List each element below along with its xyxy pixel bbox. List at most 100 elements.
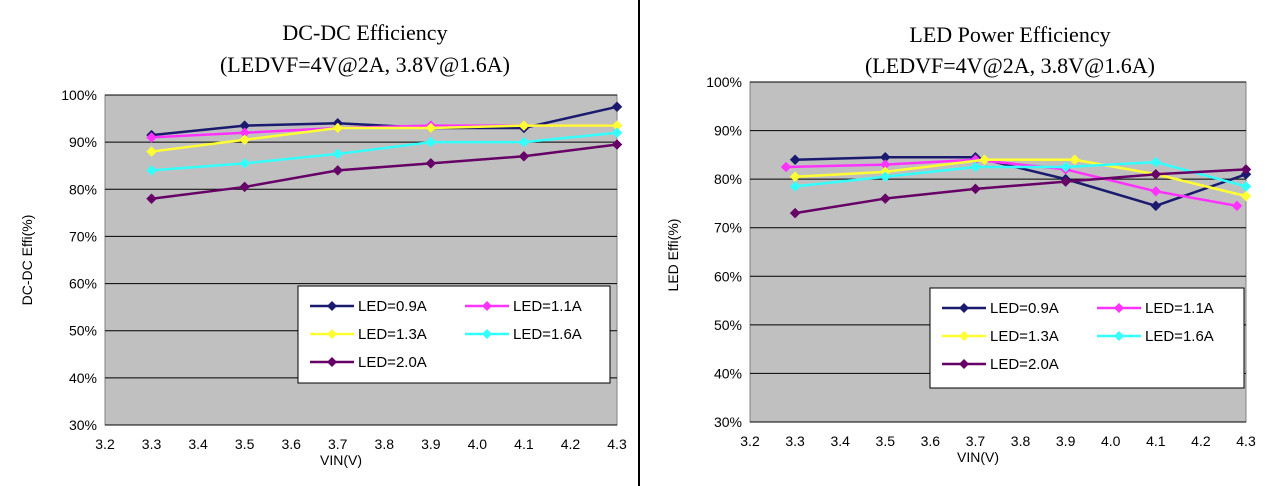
data-point [146, 193, 157, 205]
left-chart-panel: 30% 40% 50% 60% 70% 80% 90% 100% 3.2 3.3 3.4 3.5 3.6… [0, 0, 640, 486]
data-point [1231, 200, 1243, 212]
x-tick-label: 4.1 [514, 436, 534, 452]
x-tick-label: 4.2 [1191, 433, 1211, 449]
data-point [1150, 156, 1162, 168]
x-tick-label: 3.7 [966, 433, 986, 449]
data-point [611, 127, 623, 139]
y-tick-label: 90% [714, 123, 742, 139]
data-point [425, 122, 437, 134]
legend-entry: LED=1.6A [1145, 328, 1214, 345]
legend-swatch-marker [482, 301, 492, 311]
legend-swatch-marker [327, 357, 337, 367]
legend-entry: LED=1.1A [1145, 300, 1214, 317]
data-point [239, 158, 250, 169]
x-tick-label: 3.6 [921, 433, 941, 449]
data-point [611, 101, 623, 113]
series-line-led-2-0a [794, 168, 1247, 215]
data-point [970, 161, 981, 173]
y-tick-label: 100% [706, 74, 742, 90]
legend-swatch-marker [327, 329, 337, 339]
x-tick-label: 3.4 [830, 433, 850, 449]
x-tick-label: 4.0 [468, 436, 488, 452]
y-tick-label: 40% [714, 365, 742, 381]
data-point [1069, 154, 1081, 166]
legend-entry: LED=1.1A [513, 298, 582, 315]
series-line-led-1-3a [151, 124, 617, 153]
data-point [611, 139, 623, 150]
data-point [1060, 176, 1071, 187]
x-tick-label: 3.2 [740, 433, 760, 449]
data-point [879, 171, 891, 183]
y-tick-label: 70% [69, 228, 97, 244]
chart-subtitle: (LEDVF=4V@2A, 3.8V@1.6A) [865, 53, 1155, 78]
data-point [789, 154, 801, 166]
x-tick-label: 3.8 [1011, 433, 1031, 449]
series-line-led-1-1a [786, 158, 1238, 208]
x-tick-label: 3.7 [328, 436, 348, 452]
x-tick-label: 3.6 [281, 436, 301, 452]
y-tick-label: 80% [69, 181, 97, 197]
data-point [332, 122, 344, 134]
series-line-led-1-6a [794, 160, 1247, 188]
y-tick-label: 80% [714, 171, 742, 187]
data-point [970, 183, 981, 195]
x-tick-label: 3.9 [1056, 433, 1076, 449]
series-line-led-1-6a [151, 131, 618, 172]
legend-entry: LED=0.9A [358, 298, 427, 315]
x-axis-title: VIN(V) [320, 452, 362, 468]
data-point [518, 150, 530, 162]
y-tick-label: 50% [69, 323, 97, 339]
data-point [332, 165, 344, 176]
data-point [789, 207, 801, 219]
legend-swatch-marker [327, 301, 337, 311]
x-axis-title: VIN(V) [957, 449, 999, 465]
legend-box [929, 287, 1245, 389]
data-point [780, 161, 792, 173]
data-point [518, 120, 530, 131]
series-line-led-1-3a [795, 158, 1247, 198]
data-point [239, 181, 250, 193]
y-tick-label: 60% [714, 268, 742, 284]
y-tick-label: 100% [61, 87, 97, 103]
data-point [1240, 164, 1252, 175]
y-axis-title: LED Effi(%) [665, 219, 681, 292]
data-point [518, 136, 530, 148]
legend-swatch-marker [959, 331, 969, 341]
chart-title: LED Power Efficiency [909, 22, 1110, 47]
y-tick-label: 40% [69, 370, 97, 386]
data-point [979, 154, 990, 166]
x-tick-label: 3.9 [421, 436, 441, 452]
chart-title: DC-DC Efficiency [282, 20, 447, 45]
legend-entry: LED=1.3A [358, 326, 427, 343]
x-tick-label: 3.5 [235, 436, 255, 452]
y-tick-label: 30% [69, 417, 97, 433]
right-chart-panel: 30% 40% 50% 60% 70% 80% 90% 100% 3.2 3.3 3.4 3.5 3.6… [640, 0, 1282, 486]
x-tick-label: 3.2 [95, 436, 115, 452]
dc-dc-efficiency-chart: 30% 40% 50% 60% 70% 80% 90% 100% 3.2 3.3 3.4 3.5 3.6… [19, 20, 627, 468]
led-power-efficiency-chart: 30% 40% 50% 60% 70% 80% 90% 100% 3.2 3.3 3.4 3.5 3.6… [665, 22, 1256, 465]
legend-entry: LED=2.0A [990, 356, 1059, 373]
x-tick-label: 3.8 [375, 436, 395, 452]
data-point [789, 181, 801, 192]
y-tick-label: 90% [69, 134, 97, 150]
y-tick-label: 50% [714, 317, 742, 333]
data-point [1150, 200, 1162, 212]
y-tick-label: 30% [714, 414, 742, 430]
x-tick-label: 3.4 [188, 436, 208, 452]
legend-swatch-marker [1114, 303, 1124, 313]
data-point [239, 134, 250, 146]
data-point [425, 136, 437, 148]
data-point [146, 165, 157, 176]
data-point [1150, 185, 1162, 197]
series-line-led-2-0a [151, 143, 618, 200]
x-tick-label: 4.3 [607, 436, 627, 452]
legend-swatch-marker [959, 303, 969, 313]
legend-swatch-marker [959, 359, 969, 369]
data-point [146, 132, 157, 143]
legend-entry: LED=1.6A [513, 326, 582, 343]
legend-swatch-marker [482, 329, 492, 339]
data-point [1240, 190, 1252, 202]
x-tick-label: 3.3 [142, 436, 162, 452]
y-axis-title: DC-DC Effi(%) [19, 215, 35, 306]
y-tick-label: 60% [69, 276, 97, 292]
